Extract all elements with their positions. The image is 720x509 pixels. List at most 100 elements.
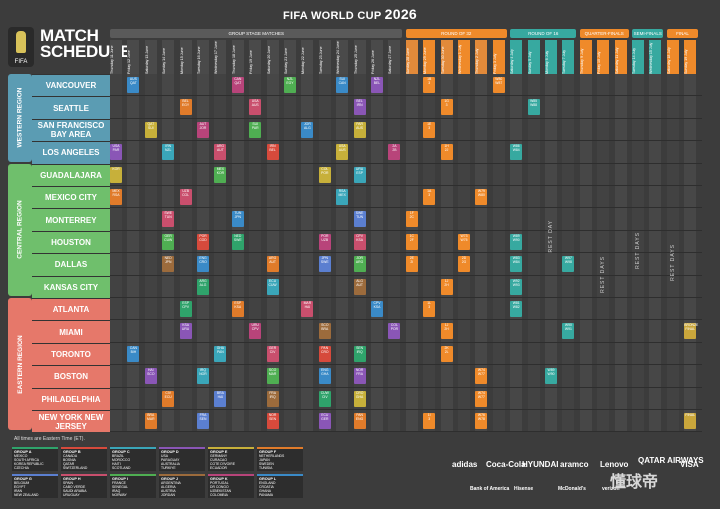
city-label: ATLANTA (32, 298, 110, 321)
match-cell: IRQ NOR (197, 368, 209, 385)
group-card: GROUP H SPAIN CABO VERDE SAUDI ARABIA URUGUA… (61, 474, 107, 498)
row-divider (110, 409, 702, 410)
day-header: Saturday 20 June (266, 40, 279, 74)
city-label: GUADALAJARA (32, 163, 110, 186)
group-team: CROATIA (259, 485, 274, 489)
match-cell: W90 W91 (562, 323, 575, 340)
group-team: IRAN (14, 489, 23, 493)
group-team: AUSTRIA (161, 489, 176, 493)
day-header: Friday 19 June (249, 40, 262, 74)
group-card: GROUP I FRANCE SENEGAL IRAQ NORWAY (110, 474, 156, 498)
stage-semi-finals: SEMI-FINALS (632, 29, 664, 38)
match-cell: MEX KOR (214, 166, 227, 183)
day-header: Sunday 28 June (405, 40, 418, 74)
match-cell: W76 W78 (475, 413, 488, 429)
match-cell: 2E 2I (405, 256, 418, 273)
row-divider (110, 140, 702, 142)
match-cell: BRA MAR (144, 413, 157, 429)
day-header: Sunday 14 June (162, 40, 175, 74)
sponsor-logo-small: Bank of America (470, 486, 510, 492)
sponsor-logo: VISA (680, 460, 699, 469)
watermark-logo: 懂球帝 (610, 474, 659, 491)
match-cell: W89 W90 (510, 233, 523, 250)
match-cell: CPV KSA (353, 233, 366, 250)
match-cell: QAT SUI (144, 121, 157, 138)
group-name: GROUP D (161, 450, 179, 454)
page-title: MATCH SCHEDULE (40, 27, 131, 60)
match-cell: KSA URU (179, 323, 192, 340)
row-divider (110, 95, 702, 97)
row-divider (110, 386, 702, 388)
group-card: GROUP C BRAZIL MOROCCO HAITI SCOTLAND (110, 447, 156, 471)
city-label: MEXICO CITY (32, 186, 110, 209)
match-cell: 1L 3 (423, 301, 436, 317)
row-divider (110, 207, 702, 209)
match-cell: 1H 2J (440, 144, 453, 161)
match-cell: PAN CRO (318, 345, 331, 362)
match-cell: NOR FRA (353, 368, 366, 385)
city-label: SAN FRANCISCO BAY AREA (32, 118, 110, 142)
group-team: PANAMA (259, 493, 274, 497)
stage-round-of-16: ROUND OF 16 (510, 29, 577, 38)
match-cell: W74 W77 (475, 390, 488, 407)
group-team: ENGLAND (259, 481, 276, 485)
brand-name: FIFA WORLD CUP (283, 10, 382, 22)
group-name: GROUP E (210, 450, 228, 454)
row-divider (110, 185, 702, 186)
group-team: BELGIUM (14, 481, 30, 485)
group-name: GROUP G (14, 477, 32, 481)
group-team: URUGUAY (63, 493, 80, 497)
tournament-brand: FIFA WORLD CUP 2026 (283, 6, 417, 22)
match-cell: ECU GER (318, 413, 331, 429)
day-header: Saturday 27 June (388, 40, 401, 74)
day-header: Tuesday 7 July (562, 40, 575, 74)
match-cell: COL POR (318, 166, 331, 183)
match-cell: HAI SCO (144, 368, 157, 385)
day-header: Saturday 11 July (614, 40, 627, 74)
sponsor-logo: Coca-Cola (486, 460, 526, 469)
group-team: BRAZIL (112, 454, 124, 458)
match-cell: W80 W87 (492, 77, 505, 93)
group-team: PORTUGAL (210, 481, 229, 485)
match-cell: SWE TUN (162, 211, 175, 228)
group-card: GROUP J ARGENTINA ALGERIA AUSTRIA JORDAN (159, 474, 205, 498)
match-cell: ALG AUT (353, 278, 366, 295)
group-team: ARGENTINA (161, 481, 181, 485)
match-cell: ESP CPV (179, 301, 192, 317)
day-header: Tuesday 30 June (440, 40, 453, 74)
match-cell: BRONZE FINAL (684, 323, 698, 340)
match-cell: W92 W93 (510, 278, 523, 295)
match-cell: MAR HAI (301, 301, 314, 317)
group-name: GROUP J (161, 477, 179, 481)
match-cell: SWE TUN (353, 211, 366, 228)
group-team: BOSNIA (63, 458, 76, 462)
match-cell: CUW CIV (318, 390, 331, 407)
group-team: SENEGAL (112, 485, 129, 489)
day-header: Thursday 25 June (353, 40, 366, 74)
brand-year: 2026 (384, 6, 418, 22)
day-header: Tuesday 14 July (632, 40, 644, 74)
group-team: TUNISIA (259, 466, 273, 470)
group-team: AUSTRALIA (161, 462, 180, 466)
group-team: JORDAN (161, 493, 175, 497)
day-header: Monday 6 July (545, 40, 557, 74)
stage-round-of-32: ROUND OF 32 (405, 29, 507, 38)
group-name: GROUP B (63, 450, 81, 454)
match-cell: SEN IRQ (353, 345, 366, 362)
region-label: EASTERN REGION (16, 334, 24, 394)
match-cell: ENG CRO (197, 256, 209, 273)
group-team: NETHERLANDS (259, 454, 285, 458)
sponsor-logo: HYUNDAI (522, 460, 559, 469)
match-cell: SCO BRA (318, 323, 331, 340)
row-divider (110, 319, 702, 321)
group-team: CANADA (63, 454, 78, 458)
group-name: GROUP H (63, 477, 81, 481)
city-label: LOS ANGELES (32, 141, 110, 164)
match-cell: TUN JPN (231, 211, 244, 228)
group-team: HAITI (112, 462, 121, 466)
match-cell: UZB COL (179, 189, 192, 205)
group-team: CURACAO (210, 458, 227, 462)
match-cell: W89 W90 (545, 368, 557, 385)
group-card: GROUP E GERMANY CURACAO COTE D'IVOIRE ECUADO… (208, 447, 254, 471)
